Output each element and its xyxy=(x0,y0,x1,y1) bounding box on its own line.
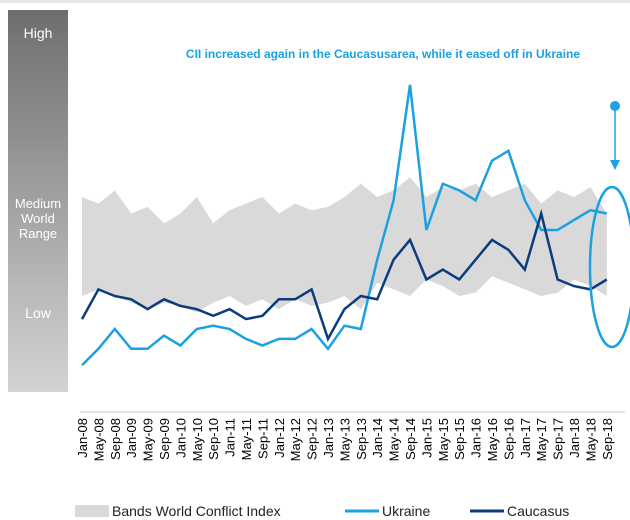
x-tick-label: Jan-08 xyxy=(75,418,90,458)
scale-label: Low xyxy=(25,305,51,321)
x-tick-label: Sep-13 xyxy=(354,418,369,460)
x-tick-label: May-15 xyxy=(436,418,451,461)
x-tick-label: May-13 xyxy=(337,418,352,461)
x-tick-label: May-11 xyxy=(239,418,254,460)
series-line xyxy=(81,84,608,367)
x-tick-label: Sep-08 xyxy=(108,418,123,460)
x-tick-label: May-08 xyxy=(91,418,106,461)
x-tick-label: Jan-14 xyxy=(370,418,385,458)
highlight-ellipse xyxy=(588,185,630,349)
x-tick-label: Sep-10 xyxy=(206,418,221,460)
x-tick-label: Jan-15 xyxy=(419,418,434,458)
x-tick-label: Jan-17 xyxy=(518,418,533,458)
chart-title: CII increased again in the Caucasusarea,… xyxy=(186,47,580,61)
arrow-head xyxy=(610,160,620,170)
legend-label: Caucasus xyxy=(507,503,569,519)
x-tick-label: Sep-17 xyxy=(551,418,566,460)
x-tick-label: Jan-12 xyxy=(272,418,287,458)
top-rule xyxy=(0,0,630,3)
x-tick-label: Jan-13 xyxy=(321,418,336,458)
legend-label: Ukraine xyxy=(382,503,430,519)
x-tick-label: Sep-18 xyxy=(600,418,615,460)
scale-label: Medium World Range xyxy=(14,196,62,241)
x-tick-label: May-14 xyxy=(387,418,402,461)
x-tick-label: Sep-15 xyxy=(452,418,467,460)
x-tick-label: Sep-09 xyxy=(157,418,172,460)
x-tick-label: Jan-10 xyxy=(173,418,188,458)
x-tick-label: May-09 xyxy=(141,418,156,461)
x-tick-label: Sep-11 xyxy=(255,418,270,459)
x-tick-label: Jan-09 xyxy=(124,418,139,458)
series-line xyxy=(80,208,608,343)
band-area xyxy=(82,177,607,313)
x-tick-label: Jan-16 xyxy=(469,418,484,458)
x-tick-label: Sep-16 xyxy=(501,418,516,460)
scale-label: High xyxy=(23,25,53,41)
legend-swatch xyxy=(75,505,109,517)
x-tick-label: May-16 xyxy=(485,418,500,461)
x-tick-label: May-10 xyxy=(190,418,205,461)
x-tick-label: Sep-14 xyxy=(403,418,418,460)
legend-label: Bands World Conflict Index xyxy=(112,503,281,519)
x-tick-label: May-17 xyxy=(534,418,549,461)
scale-bar xyxy=(8,10,68,392)
x-tick-label: May-12 xyxy=(288,418,303,461)
x-tick-label: Jan-18 xyxy=(567,418,582,458)
x-tick-label: Jan-11 xyxy=(223,418,238,457)
x-tick-label: Sep-12 xyxy=(305,418,320,460)
x-tick-label: May-18 xyxy=(583,418,598,461)
